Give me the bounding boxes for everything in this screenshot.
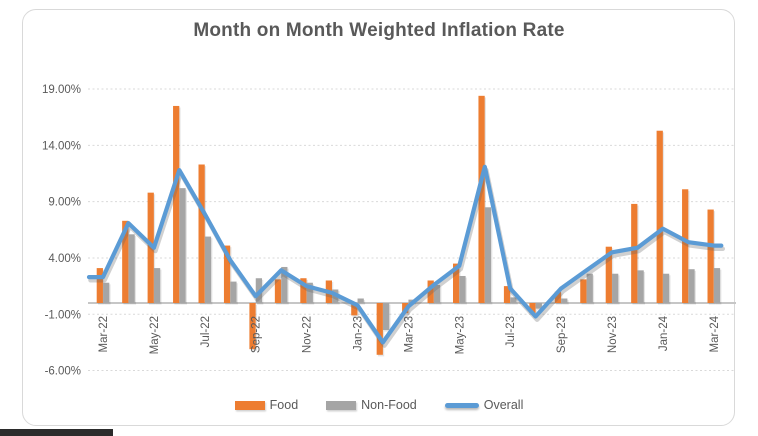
bar-non-food [586,273,593,303]
bar-food [631,203,638,303]
bar-non-food [713,268,721,303]
bar-food [249,303,256,350]
bar-food [453,263,460,303]
bar-food [96,268,103,303]
bar-non-food [103,282,110,303]
x-tick-label: Mar-24 [709,315,721,352]
bar-non-food [688,269,695,303]
y-tick-label: 9.00% [48,197,81,209]
x-tick-label: Sep-23 [556,316,568,353]
gridlines [88,88,736,372]
bar-food [300,278,307,303]
bar-food [173,105,180,303]
legend-item-overall[interactable]: Overall [444,398,524,412]
y-tick-label: 4.00% [48,253,81,265]
bar-food [554,291,562,303]
bar-food [682,189,689,303]
bar-non-food [561,298,568,303]
bar-food [122,220,129,303]
bar-food [580,279,587,303]
legend-label: Food [269,398,299,412]
bar-food [274,279,282,303]
chart-frame[interactable] [22,9,735,426]
bar-non-food [306,282,313,303]
legend-item-non-food[interactable]: Non-Food [326,398,417,412]
x-tick-label: Jul-23 [505,316,517,347]
x-tick-label: Jan-23 [353,316,365,351]
bar-non-food [535,303,542,309]
x-tick-label: Nov-23 [607,316,619,353]
chart-title: Month on Month Weighted Inflation Rate [193,20,565,41]
bar-non-food [153,268,161,303]
bar-non-food [128,234,135,303]
legend-swatch-food [234,400,265,410]
x-tick-label: Nov-22 [302,316,314,353]
legend-label: Non-Food [361,398,417,412]
bar-non-food [662,273,670,303]
bar-series [96,95,722,357]
x-tick-label: May-22 [149,316,161,354]
y-axis-labels: 19.00% 14.00% 9.00% 4.00% -1.00% -6.00% [42,84,81,378]
bar-non-food [230,281,237,303]
bar-food [707,209,714,303]
x-tick-label: Mar-23 [403,316,415,352]
bar-non-food [179,188,186,303]
x-tick-label: Sep-22 [251,316,263,353]
bar-non-food [459,275,466,303]
x-tick-label: Mar-22 [98,316,110,352]
bar-food [605,246,612,303]
bar-food [529,303,536,314]
bar-food [656,130,663,303]
bar-non-food [612,273,619,303]
bar-food [427,280,434,303]
legend-label: Overall [483,398,524,412]
bar-non-food [281,266,288,303]
legend-swatch-non-food [326,400,357,410]
y-tick-label: 19.00% [42,84,81,96]
legend-item-food[interactable]: Food [234,398,299,412]
bar-non-food [510,297,517,303]
bar-non-food [383,303,390,331]
bar-non-food [357,298,364,303]
bar-food [351,303,358,316]
bar-non-food [433,284,441,303]
bar-food [198,164,205,303]
y-tick-label: -6.00% [45,366,81,378]
chart-legend: Food Non-Food Overall [0,394,758,416]
x-axis-labels: Mar-22 May-22 Jul-22 Sep-22 Nov-22 Jan-23 Mar-… [98,315,721,354]
bar-non-food [484,207,492,303]
bar-non-food [204,236,212,303]
y-tick-label: 14.00% [42,140,81,152]
y-tick-label: -1.00% [45,309,81,321]
bar-non-food [637,270,644,303]
x-tick-label: May-23 [454,316,466,354]
bar-food [503,286,511,303]
x-tick-label: Jan-24 [658,315,670,351]
line-overall [86,164,724,345]
bar-food [376,303,383,355]
legend-swatch-overall [444,402,479,408]
bar-food [223,245,231,303]
bar-food [478,95,485,303]
x-tick-label: Jul-22 [200,316,212,347]
overall-line [86,164,726,348]
bar-food [147,192,154,303]
bottom-edge-artifact [0,429,113,436]
